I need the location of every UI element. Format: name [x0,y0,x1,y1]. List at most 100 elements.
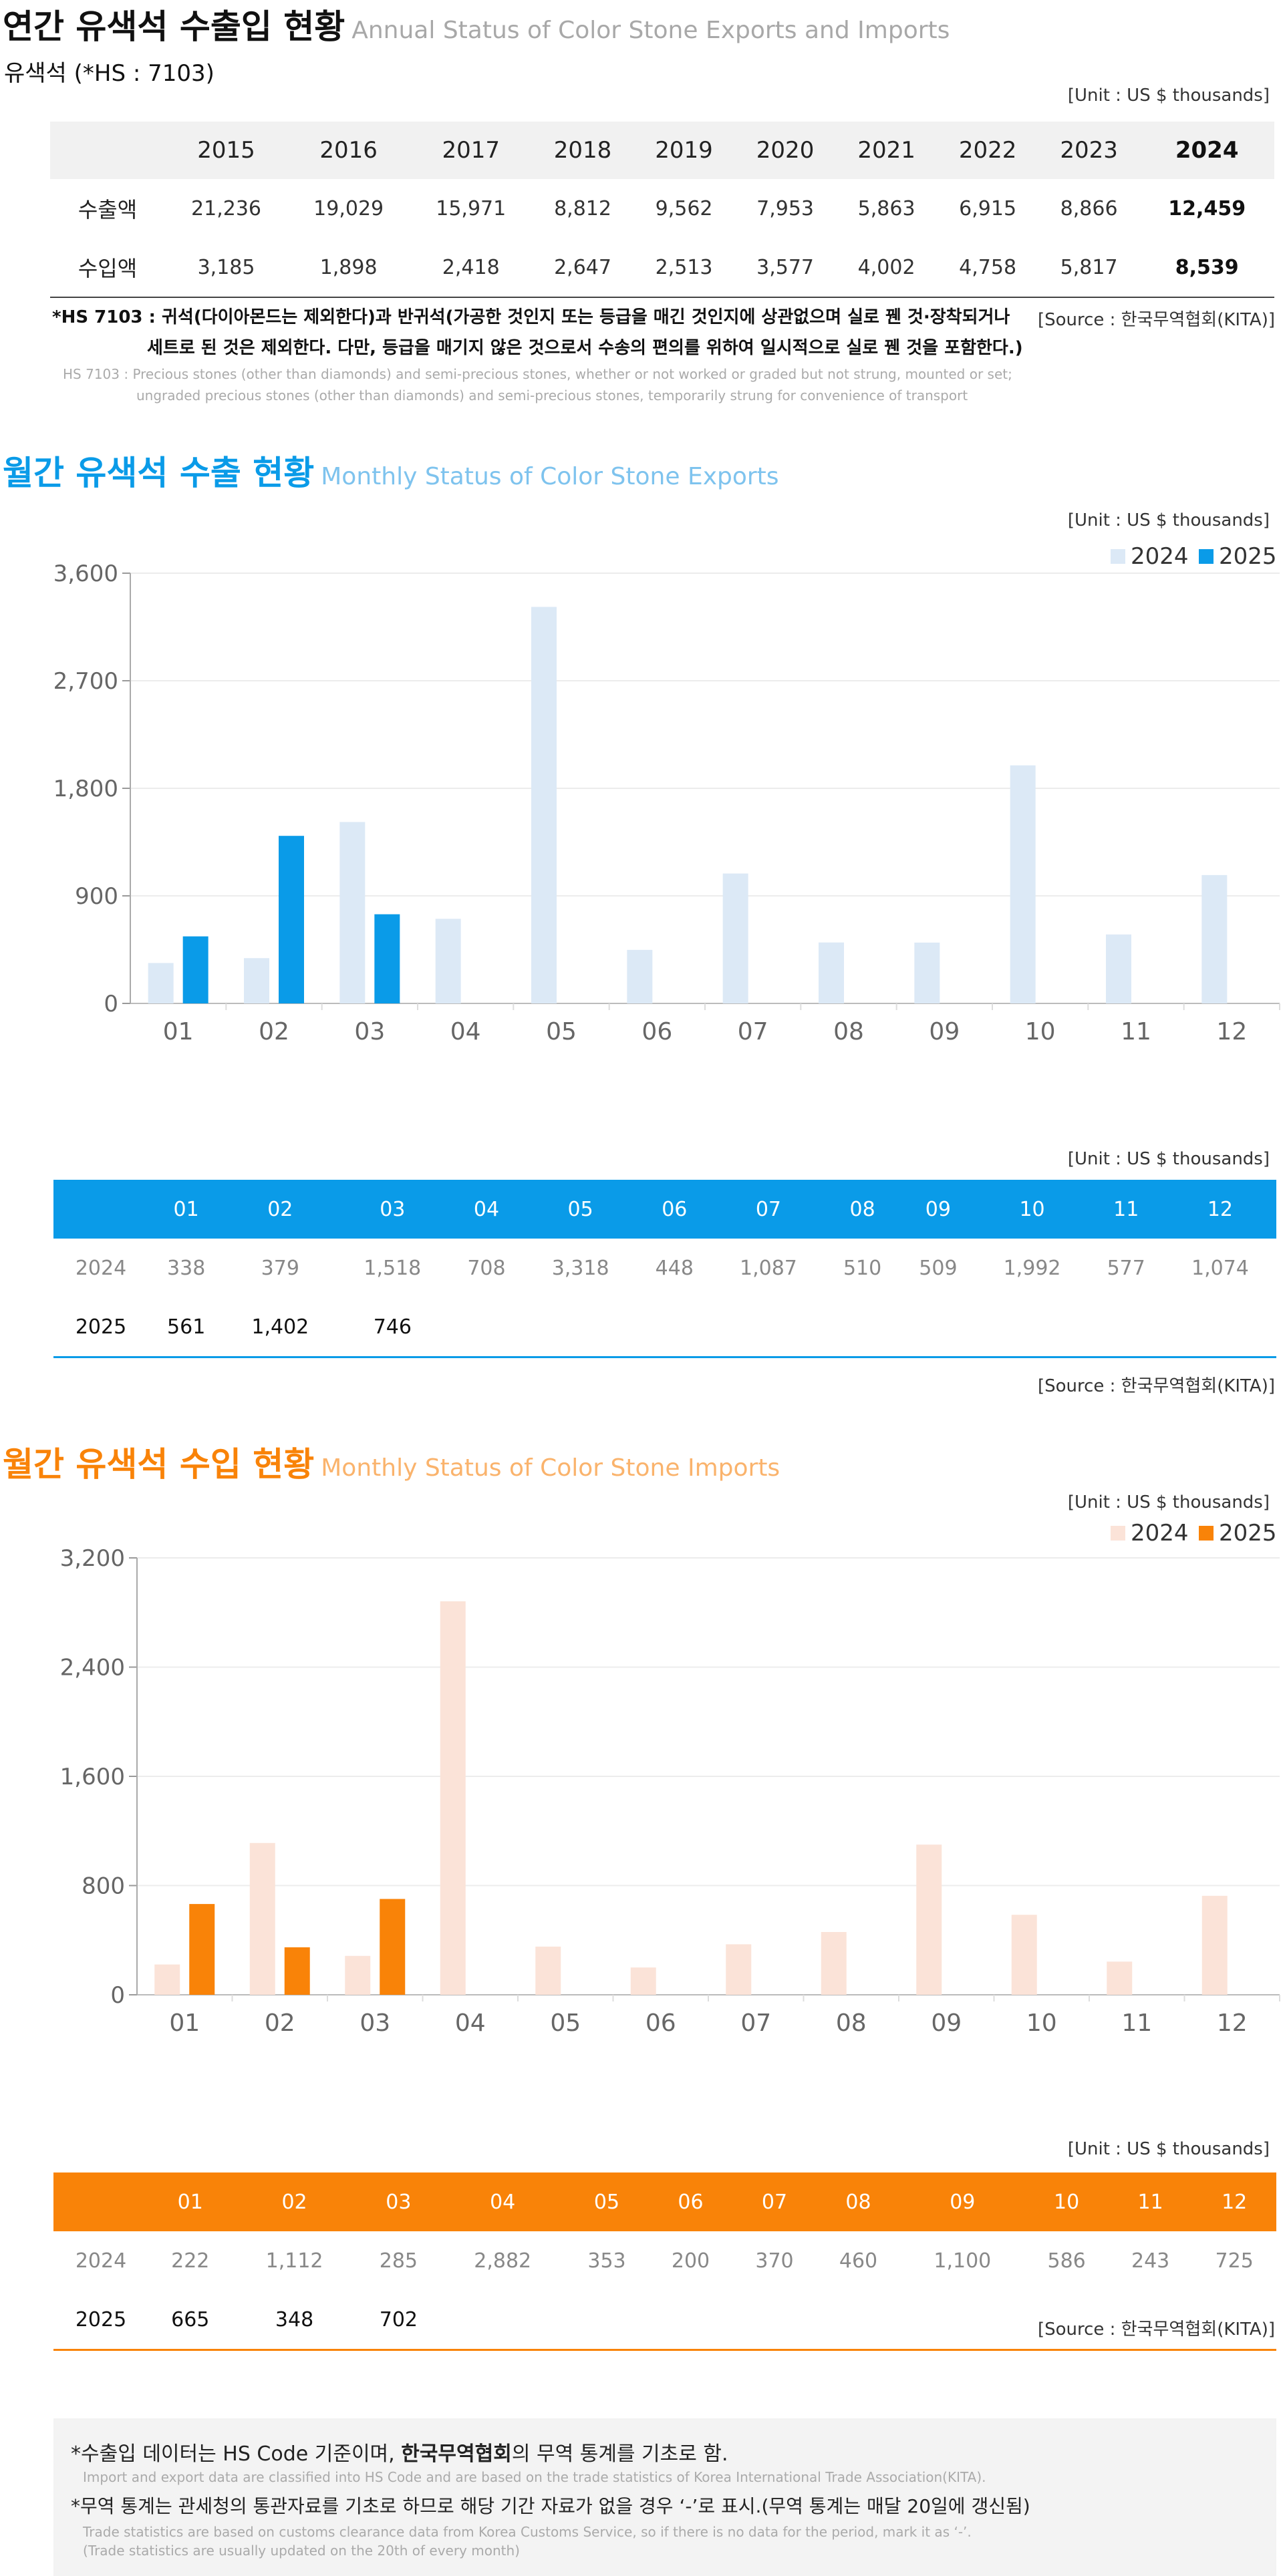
value-cell: 6,915 [959,196,1017,220]
value-cell: 338 [167,1256,206,1280]
month-cell: 05 [565,2172,649,2231]
value-cell [524,1297,637,1358]
hs-note-line2: 세트로 된 것은 제외한다. 다만, 등급을 매기지 않은 것으로서 수송의 편… [147,338,1023,358]
value-cell: 708 [467,1256,506,1280]
bar-2024-05 [531,607,557,1003]
bar-2025-01 [182,936,208,1003]
value-cell: 1,087 [740,1256,797,1280]
value-cell: 4,002 [835,238,938,298]
month-cell: 04 [440,2172,565,2231]
bar-2024-09 [914,942,940,1003]
value-cell: 577 [1107,1256,1145,1280]
value-cell: 586 [1047,2249,1086,2273]
bar-2024-04 [440,1601,466,1995]
month-cell: 06 [648,2172,733,2231]
bar-2024-06 [627,949,653,1003]
y-tick-label: 2,400 [60,1655,125,1681]
value-cell: 4,758 [937,238,1038,298]
export-row-2025: 2025 561 1,402 746 [53,1297,1276,1358]
y-tick-label: 3,200 [60,1545,125,1572]
value-cell: 665 [148,2290,233,2351]
x-tick-label: 03 [354,1018,385,1045]
value-cell: 3,577 [734,238,836,298]
value-cell: 370 [755,2249,794,2273]
bar-2025-02 [284,1947,310,1995]
hs-note-line1: *HS 7103 : 귀석(다이아몬드는 제외한다)과 반귀석(가공한 것인지 … [52,307,1010,327]
value-cell: 702 [356,2290,441,2351]
row-label: 수출액 [78,197,138,222]
export-title-en: Monthly Status of Color Stone Exports [321,463,779,490]
x-tick-label: 06 [642,1018,672,1045]
row-label: 수입액 [50,238,165,298]
value-cell [1088,1297,1164,1358]
import-row-2025: 2025 665 348 702 [53,2290,1276,2351]
value-cell: 460 [839,2249,878,2273]
value-cell [440,2290,565,2351]
bar-2024-07 [726,1944,752,1995]
value-cell: 8,866 [1060,196,1118,220]
month-cell: 10 [976,1180,1089,1239]
bar-2024-10 [1010,765,1036,1003]
x-tick-label: 11 [1121,2009,1152,2037]
month-cell: 01 [148,2172,233,2231]
annual-import-row: 수입액 3,185 1,898 2,418 2,647 2,513 3,577 … [50,238,1274,298]
y-tick-label: 800 [82,1873,125,1900]
footer-note1: *수출입 데이터는 HS Code 기준이며, 한국무역협회의 무역 통계를 기… [71,2442,728,2466]
y-tick-label: 2,700 [53,668,118,695]
value-cell: 1,992 [1003,1256,1061,1280]
value-cell: 1,100 [934,2249,992,2273]
import-table-unit: [Unit : US $ thousands] [1067,2139,1270,2159]
x-tick-label: 08 [833,1018,864,1045]
import-month-header: 01 02 03 04 05 06 07 08 09 10 11 12 [53,2172,1276,2231]
value-cell: 2,647 [532,238,633,298]
year-cell: 2019 [633,122,735,179]
value-cell: 3,318 [551,1256,609,1280]
month-cell: 11 [1088,1180,1164,1239]
footer-note2-en2: (Trade statistics are usually updated on… [83,2543,520,2559]
value-cell [448,1297,525,1358]
bar-2024-01 [154,1964,180,1995]
month-cell: 07 [712,1180,825,1239]
year-cell: 2017 [410,122,533,179]
value-cell: 3,185 [165,238,288,298]
footer-notes: *수출입 데이터는 HS Code 기준이며, 한국무역협회의 무역 통계를 기… [53,2418,1276,2576]
x-tick-label: 12 [1217,2009,1248,2037]
value-cell: 510 [843,1256,882,1280]
bar-2024-11 [1107,1961,1133,1995]
y-tick-label: 900 [75,883,118,910]
value-cell [1163,1297,1276,1358]
value-cell: 8,539 [1139,238,1274,298]
annual-table: 2015 2016 2017 2018 2019 2020 2021 2022 … [50,122,1274,298]
value-cell: 243 [1131,2249,1170,2273]
value-cell: 1,898 [287,238,410,298]
value-cell [648,2290,733,2351]
bar-2024-08 [821,1931,847,1995]
value-cell: 353 [587,2249,626,2273]
x-tick-label: 08 [836,2009,867,2037]
value-cell: 2,513 [633,238,735,298]
x-tick-label: 11 [1121,1018,1151,1045]
month-cell: 08 [824,1180,901,1239]
year-label: 2025 [53,2290,148,2351]
value-cell [636,1297,712,1358]
annual-export-row: 수출액 21,236 19,029 15,971 8,812 9,562 7,9… [50,179,1274,238]
legend-label-2024: 2024 [1131,543,1189,570]
x-tick-label: 05 [550,2009,581,2037]
export-title-ko: 월간 유색석 수출 현황 [3,454,315,492]
value-cell [976,1297,1089,1358]
month-cell: 08 [816,2172,901,2231]
value-cell: 5,863 [857,196,915,220]
year-label: 2024 [75,1256,127,1280]
year-label: 2025 [53,1297,148,1358]
x-tick-label: 09 [931,2009,962,2037]
import-chart: 0 800 1,600 2,400 3,200 01 02 03 04 05 06 07 08 09 10 1… [60,1520,1280,2037]
x-tick-label: 09 [929,1018,960,1045]
value-cell: 1,074 [1191,1256,1249,1280]
value-cell: 8,812 [554,196,611,220]
year-cell: 2021 [835,122,938,179]
value-cell: 2,882 [474,2249,532,2273]
import-source: [Source : 한국무역협회(KITA)] [1037,2319,1275,2340]
import-monthly-table: 01 02 03 04 05 06 07 08 09 10 11 12 2024… [53,2172,1276,2351]
year-cell: 2018 [532,122,633,179]
bar-2024-05 [535,1946,561,1995]
